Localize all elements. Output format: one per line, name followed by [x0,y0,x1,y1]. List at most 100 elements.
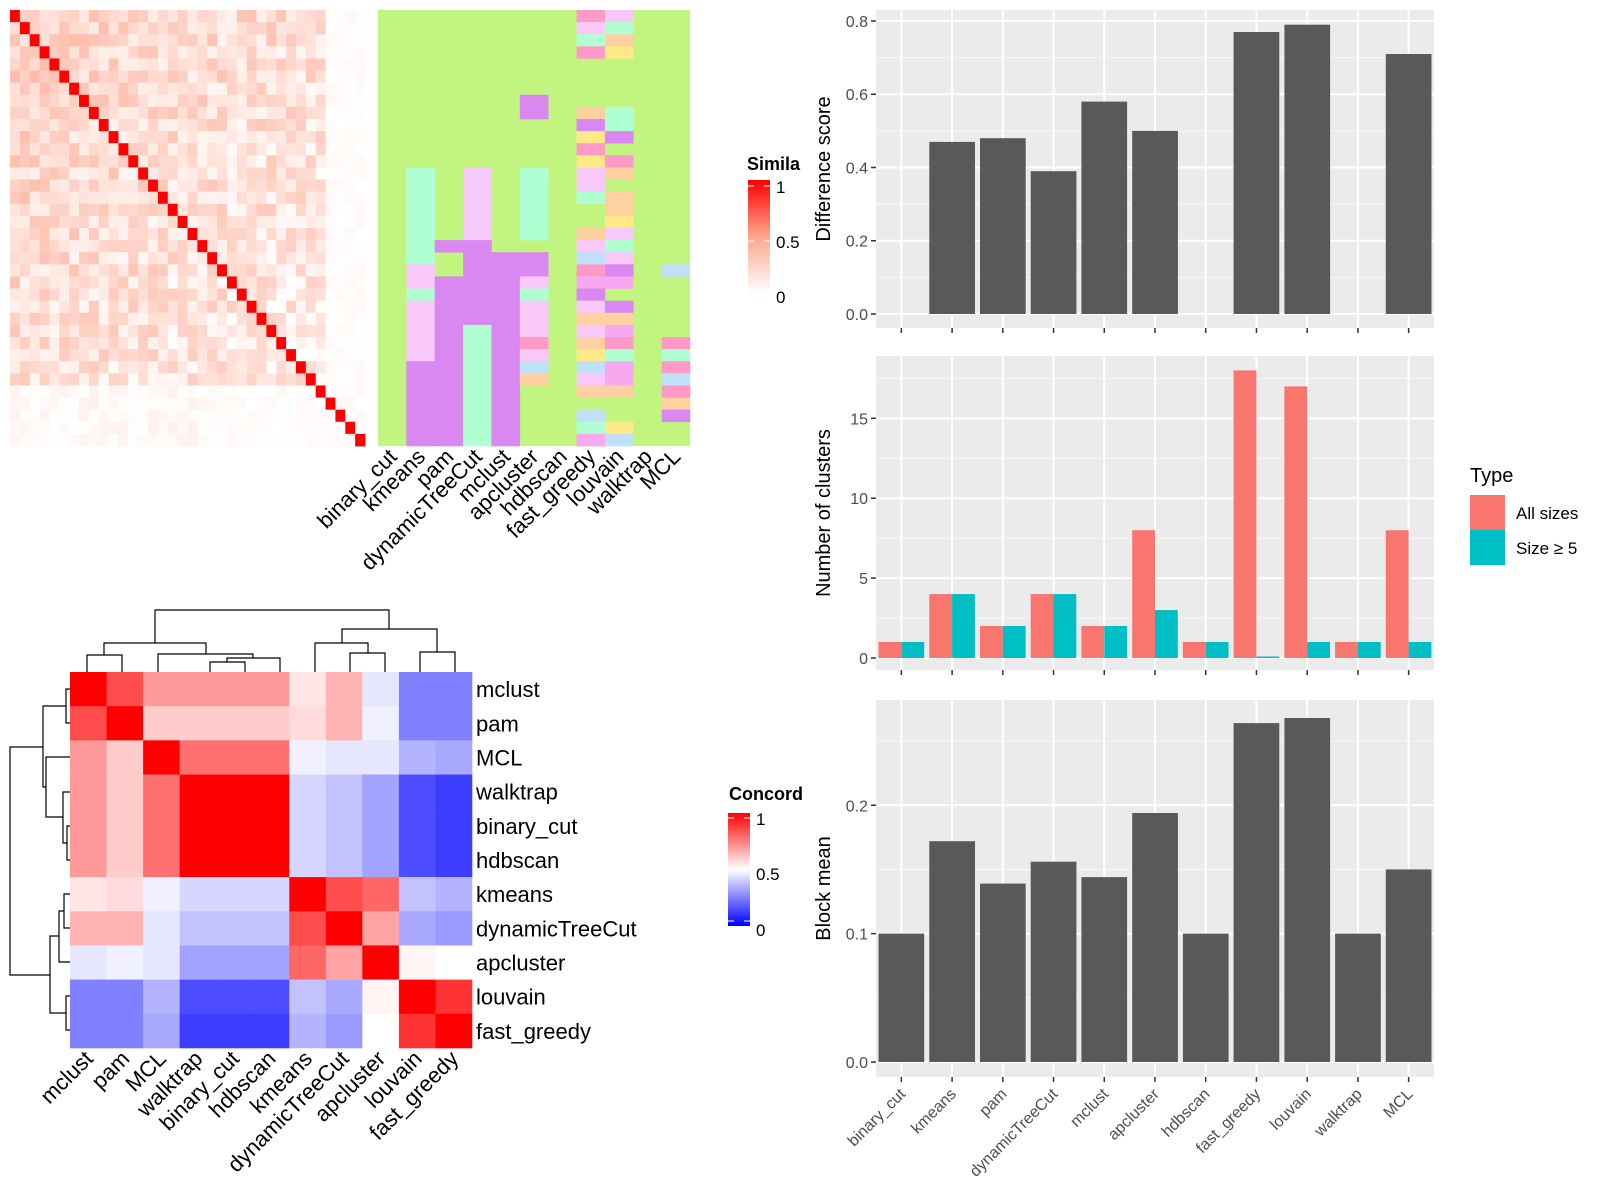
bar-size-ge-5 [1002,626,1026,658]
similarity-cell [226,337,238,350]
assignment-cell [519,300,549,338]
similarity-cell [108,397,119,411]
similarity-cell [29,228,40,241]
similarity-cell [286,143,297,156]
assignment-cell [576,433,606,447]
similarity-cell [138,106,149,120]
similarity-cell [88,34,100,47]
similarity-cell [266,131,277,144]
similarity-cell [236,179,248,193]
similarity-cell [59,264,70,277]
bar [929,841,975,1062]
similarity-cell [148,240,159,253]
similarity-cell [69,203,80,217]
similarity-cell [305,385,317,398]
x-tick-label: pam [977,1086,1011,1120]
similarity-cell [335,131,346,144]
similarity-cell [335,349,346,362]
similarity-cell [138,337,149,350]
concordance-cell [216,706,254,741]
concordance-cell [398,808,436,844]
similarity-cell [19,203,31,217]
similarity-cell [295,385,307,398]
similarity-cell [355,191,366,205]
similarity-cell [138,82,149,96]
similarity-cell [118,421,129,435]
similarity-cell [177,155,188,168]
similarity-cell [118,167,129,180]
similarity-cell [88,433,100,447]
similarity-cell [256,10,267,23]
similarity-cell [266,385,277,398]
concordance-cell [143,911,180,946]
similarity-cell [197,361,208,374]
concordance-cell [325,979,363,1015]
similarity-cell [315,252,326,265]
similarity-cell [266,337,277,350]
similarity-cell [295,119,307,132]
similarity-cell [217,324,228,338]
similarity-cell [286,385,297,398]
similarity-cell [10,179,21,193]
similarity-cell [325,10,336,23]
similarity-cell [266,361,277,374]
legend-clip-mask [803,150,813,180]
similarity-cell [79,155,90,168]
similarity-cell [226,264,238,277]
similarity-cell [69,58,80,71]
similarity-cell [157,34,169,47]
similarity-cell [108,46,119,59]
assignment-cell [604,106,634,120]
similarity-cell [276,361,287,374]
similarity-cell [10,361,21,374]
similarity-cell [207,46,218,59]
similarity-cell [29,34,40,47]
similarity-cell [118,46,129,59]
similarity-cell [355,179,366,193]
similarity-cell [118,300,129,314]
type-legend-label: All sizes [1516,504,1578,523]
similarity-cell [256,131,267,144]
similarity-cell [88,361,100,374]
concordance-cell [179,774,217,810]
similarity-cell [276,337,287,350]
similarity-cell [79,361,90,374]
similarity-cell [108,433,119,447]
similarity-cell [305,10,317,23]
similarity-cell [148,252,159,265]
similarity-cell [207,252,218,265]
similarity-cell [286,203,297,217]
bar-all-sizes [1081,626,1105,658]
similarity-cell [187,312,198,326]
similarity-cell [325,155,336,168]
similarity-cell [236,337,248,350]
similarity-cell [49,373,60,386]
similarity-cell [266,215,277,229]
similarity-cell [118,10,129,23]
concordance-cell [106,1013,144,1049]
similarity-cell [355,312,366,326]
similarity-cell [256,421,267,435]
assignment-cell [406,264,436,289]
similarity-cell [266,70,277,84]
similarity-cell [118,337,129,350]
similarity-cell [226,276,238,289]
similarity-cell [128,337,139,350]
similarity-cell [167,373,179,386]
similarity-cell [207,10,218,23]
similarity-cell [157,70,169,84]
similarity-cell [355,385,366,398]
assignment-cell [576,228,606,241]
similarity-cell [197,58,208,71]
similarity-cell [246,300,257,314]
similarity-cell [276,143,287,156]
assignment-cell [434,276,464,447]
assignment-cell [604,228,634,241]
similarity-cell [295,300,307,314]
similarity-cell [88,349,100,362]
similarity-cell [10,82,21,96]
similarity-cell [157,10,169,23]
similarity-cell [256,349,267,362]
similarity-cell [49,143,60,156]
similarity-cell [187,228,198,241]
